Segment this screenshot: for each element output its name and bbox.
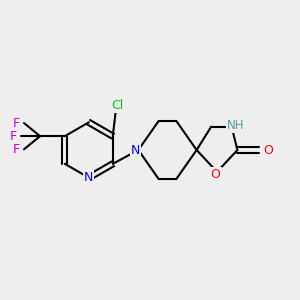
- Text: F: F: [13, 143, 20, 156]
- Text: O: O: [211, 168, 220, 181]
- Text: N: N: [131, 143, 140, 157]
- Text: F: F: [9, 130, 16, 143]
- Text: NH: NH: [227, 119, 245, 132]
- Text: O: O: [263, 143, 273, 157]
- Text: F: F: [13, 116, 20, 130]
- Text: N: N: [84, 171, 94, 184]
- Text: Cl: Cl: [111, 99, 123, 112]
